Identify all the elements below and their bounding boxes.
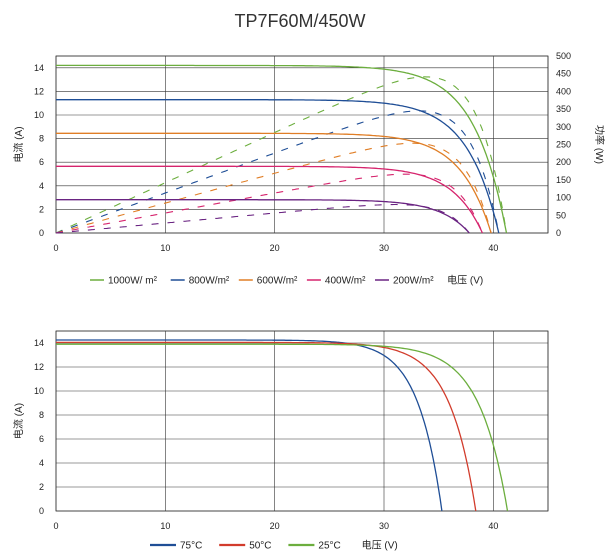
x-tick-label: 0: [53, 243, 58, 253]
iv-curve: [56, 64, 508, 234]
y2-tick-label: 350: [556, 104, 571, 114]
y-tick-label: 12: [34, 86, 44, 96]
y-tick-label: 10: [34, 110, 44, 120]
legend-label: 200W/m²: [393, 276, 434, 287]
chart-title: TP7F60M/450W: [234, 11, 365, 31]
legend-label: 25°C: [318, 541, 340, 552]
iv-curve: [56, 199, 470, 234]
power-curve: [55, 76, 508, 234]
y-axis-label: 电流 (A): [12, 403, 25, 439]
x-tick-label: 40: [488, 521, 498, 531]
y2-tick-label: 150: [556, 175, 571, 185]
y2-tick-label: 50: [556, 210, 566, 220]
y-tick-label: 0: [39, 506, 44, 516]
y-tick-label: 12: [34, 362, 44, 372]
plot-frame: [55, 330, 549, 512]
legend-label: 800W/m²: [189, 276, 230, 287]
y2-tick-label: 450: [556, 69, 571, 79]
iv-curve: [56, 339, 443, 512]
y2-axis-label: 功率 (W): [593, 125, 606, 164]
x-tick-label: 30: [379, 521, 389, 531]
iv-curve: [56, 165, 483, 234]
y-tick-label: 8: [39, 134, 44, 144]
iv-curve: [56, 341, 477, 512]
iv-curve: [56, 132, 492, 234]
x-tick-label: 20: [270, 243, 280, 253]
y2-tick-label: 100: [556, 193, 571, 203]
y2-tick-label: 200: [556, 157, 571, 167]
power-curve: [55, 203, 470, 234]
y2-tick-label: 250: [556, 140, 571, 150]
y-tick-label: 10: [34, 386, 44, 396]
x-axis-label: 电压 (V): [362, 539, 398, 552]
iv-curve: [56, 343, 509, 512]
y-tick-label: 6: [39, 434, 44, 444]
legend-label: 400W/m²: [325, 276, 366, 287]
y2-tick-label: 500: [556, 51, 571, 61]
y-tick-label: 4: [39, 181, 44, 191]
y-tick-label: 4: [39, 458, 44, 468]
legend-label: 75°C: [180, 541, 202, 552]
y-tick-label: 2: [39, 204, 44, 214]
y-axis-label: 电流 (A): [12, 126, 25, 162]
power-curve: [55, 110, 500, 234]
legend-label: 50°C: [249, 541, 271, 552]
x-tick-label: 20: [270, 521, 280, 531]
x-tick-label: 0: [53, 521, 58, 531]
x-tick-label: 10: [160, 521, 170, 531]
y-tick-label: 8: [39, 410, 44, 420]
y-tick-label: 2: [39, 482, 44, 492]
legend-label: 600W/m²: [257, 276, 298, 287]
iv-temperature-chart: 0 10 20 30 40 0 2 4 6 8 10 12 14 电流 (A) 75°C 50°C 25°C 电压…: [12, 330, 549, 552]
y2-tick-label: 0: [556, 228, 561, 238]
y-tick-label: 14: [34, 63, 44, 73]
y2-tick-label: 300: [556, 122, 571, 132]
power-curve: [55, 142, 492, 234]
legend-label: 1000W/ m²: [108, 276, 158, 287]
x-tick-label: 30: [379, 243, 389, 253]
y-tick-label: 14: [34, 338, 44, 348]
x-axis-label: 电压 (V): [447, 274, 483, 287]
plot-frame: [55, 55, 549, 234]
y-tick-label: 6: [39, 157, 44, 167]
x-tick-label: 10: [160, 243, 170, 253]
iv-curve: [56, 99, 500, 234]
x-tick-label: 40: [488, 243, 498, 253]
y2-tick-label: 400: [556, 86, 571, 96]
y-tick-label: 0: [39, 228, 44, 238]
